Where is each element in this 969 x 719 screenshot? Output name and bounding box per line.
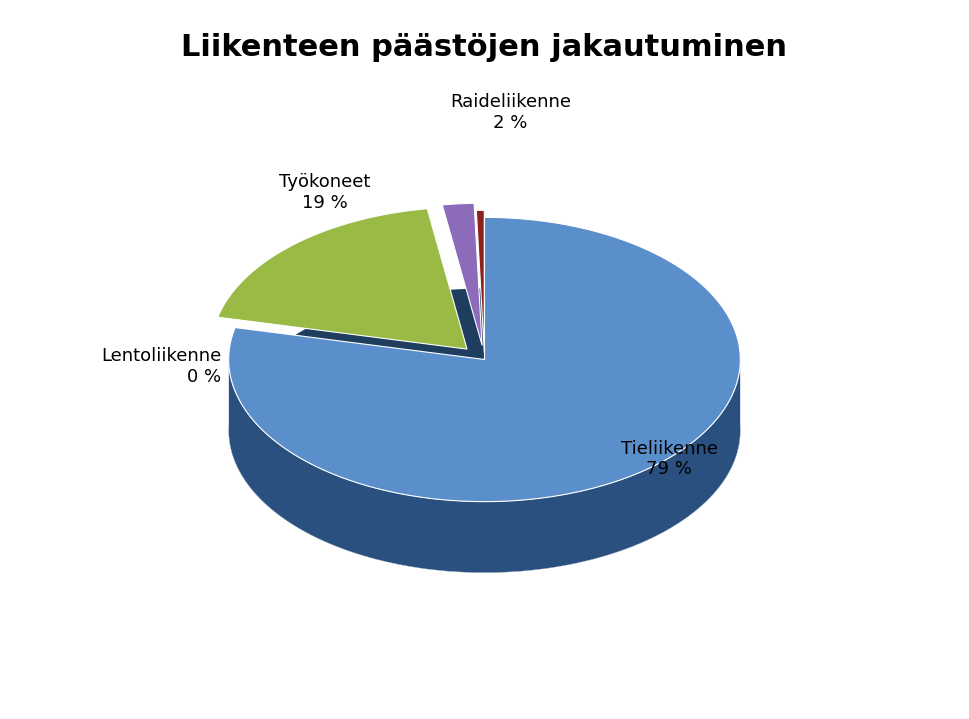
Ellipse shape (229, 288, 740, 573)
Text: Raideliikenne
2 %: Raideliikenne 2 % (450, 93, 571, 132)
Text: Lentoliikenne
0 %: Lentoliikenne 0 % (101, 347, 221, 386)
Text: Liikenteen päästöjen jakautuminen: Liikenteen päästöjen jakautuminen (181, 32, 788, 62)
Polygon shape (218, 209, 467, 349)
Polygon shape (477, 210, 484, 352)
Polygon shape (442, 203, 483, 345)
Text: Työkoneet
19 %: Työkoneet 19 % (279, 173, 370, 212)
Polygon shape (229, 217, 740, 502)
Polygon shape (229, 362, 740, 573)
Text: Tieliikenne
79 %: Tieliikenne 79 % (621, 439, 718, 478)
